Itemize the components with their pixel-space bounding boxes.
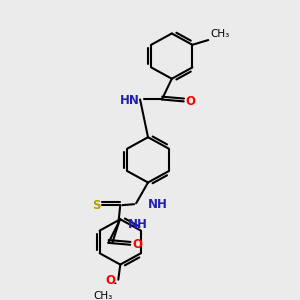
Text: NH: NH: [128, 218, 148, 231]
Text: CH₃: CH₃: [93, 291, 112, 300]
Text: NH: NH: [148, 198, 168, 211]
Text: HN: HN: [120, 94, 140, 107]
Text: CH₃: CH₃: [210, 29, 230, 39]
Text: S: S: [92, 199, 100, 212]
Text: O: O: [105, 274, 115, 287]
Text: O: O: [186, 95, 196, 108]
Text: O: O: [132, 238, 142, 251]
